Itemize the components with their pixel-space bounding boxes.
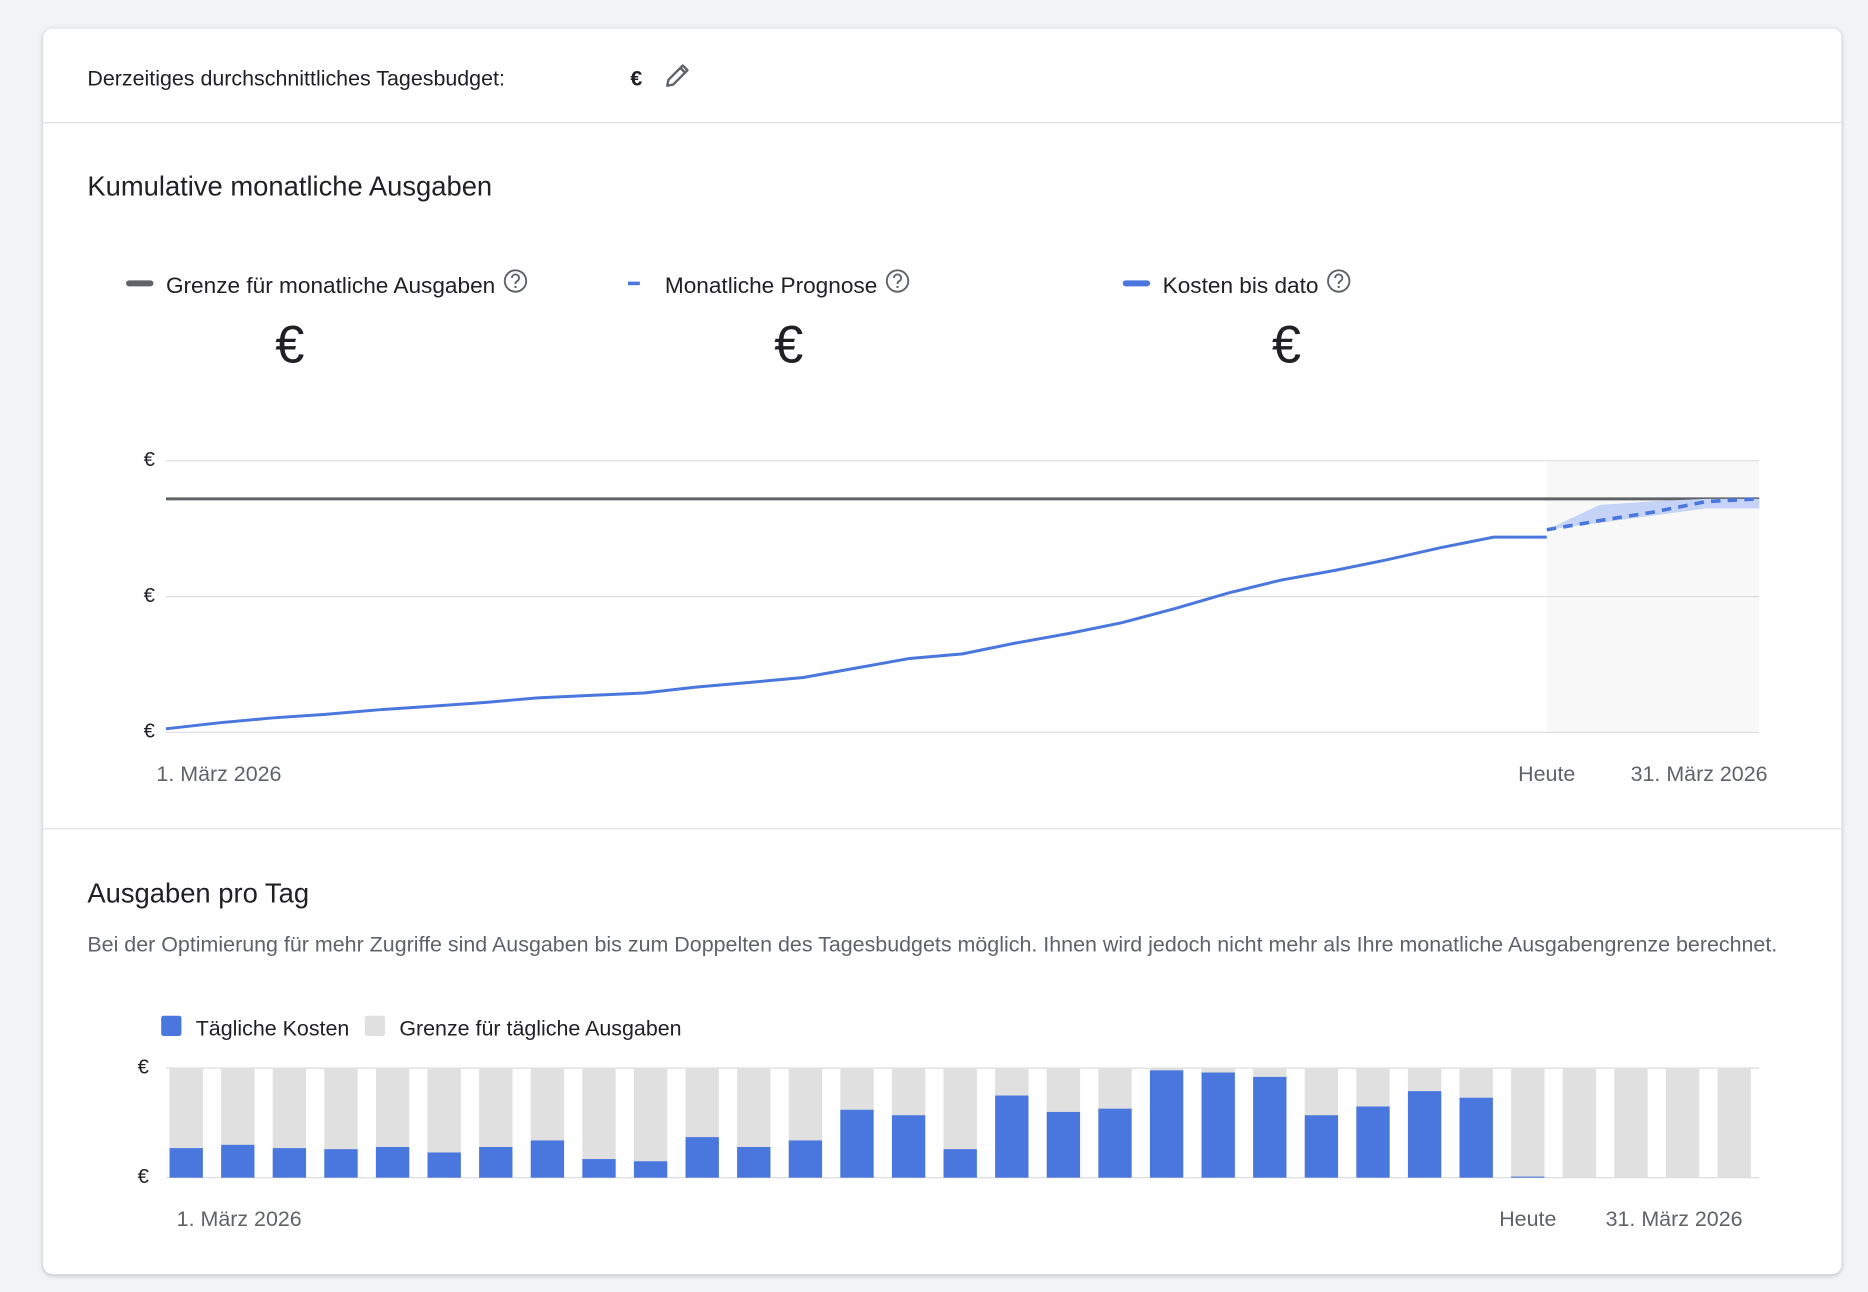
legend-total: €: [275, 317, 304, 375]
help-dot: [514, 285, 517, 289]
description-text: Bei der Optimierung für mehr Zugriffe si…: [87, 932, 1778, 957]
y-tick-label: €: [144, 449, 155, 471]
card: [43, 28, 1842, 1275]
legend-label: Tägliche Kosten: [196, 1017, 350, 1041]
help-icon[interactable]: [885, 269, 910, 293]
y-tick-label: €: [138, 1056, 149, 1078]
bar: [1717, 1068, 1751, 1178]
bar: [1201, 1072, 1235, 1178]
help-circle: [503, 269, 528, 293]
help-dot: [1337, 285, 1340, 289]
x-tick-label: 1. März 2026: [177, 1207, 302, 1231]
x-tick-label: Heute: [1518, 762, 1575, 786]
help-icon[interactable]: [503, 269, 528, 293]
bar: [1046, 1111, 1081, 1178]
legend-swatch: [161, 1015, 182, 1036]
bar: [840, 1109, 874, 1178]
series-line: [1546, 497, 1760, 532]
bar: [1511, 1068, 1545, 1178]
x-tick-label: 31. März 2026: [1606, 1207, 1743, 1231]
legend-label: Grenze für tägliche Ausgaben: [399, 1017, 681, 1041]
y-tick-label: €: [138, 1166, 149, 1188]
legend-swatch: [364, 1015, 386, 1036]
help-dot: [896, 285, 899, 289]
bar: [375, 1147, 410, 1178]
bar: [685, 1137, 719, 1178]
y-tick-label: €: [144, 585, 155, 607]
legend-total: €: [774, 317, 803, 375]
x-tick-label: 31. März 2026: [1631, 762, 1768, 786]
help-circle: [1327, 269, 1351, 293]
bar: [324, 1149, 358, 1178]
x-tick-label: Heute: [1499, 1207, 1556, 1231]
bar: [272, 1148, 307, 1178]
bar: [1665, 1068, 1700, 1178]
help-mark: [1334, 273, 1344, 285]
bar: [427, 1152, 461, 1178]
bar: [221, 1144, 255, 1178]
edit-icon[interactable]: [666, 64, 689, 87]
section-title: Ausgaben pro Tag: [87, 878, 309, 909]
bar: [1304, 1115, 1339, 1178]
y-tick-label: €: [144, 721, 155, 743]
budget-value: €: [630, 66, 642, 90]
help-circle: [885, 269, 910, 293]
bar: [995, 1095, 1029, 1178]
help-mark: [510, 273, 520, 285]
budget-label: Derzeitiges durchschnittliches Tagesbudg…: [87, 66, 505, 90]
x-tick-label: 1. März 2026: [156, 762, 281, 786]
bar: [1562, 1068, 1597, 1178]
bar: [582, 1159, 616, 1178]
bar: [1098, 1108, 1132, 1178]
bar: [633, 1161, 668, 1178]
bar: [1253, 1076, 1287, 1178]
description: Bei der Optimierung für mehr Zugriffe si…: [87, 932, 1778, 957]
legend-total: €: [1272, 317, 1301, 375]
bar: [1614, 1068, 1648, 1178]
bar: [943, 1149, 977, 1178]
bar: [1356, 1106, 1390, 1178]
section-title: Kumulative monatliche Ausgaben: [87, 170, 492, 201]
bar: [169, 1148, 203, 1178]
bar: [479, 1147, 513, 1178]
help-icon[interactable]: [1327, 269, 1351, 293]
bar: [1459, 1097, 1493, 1178]
help-mark: [893, 273, 903, 285]
bar: [737, 1147, 771, 1178]
bar: [1407, 1091, 1442, 1178]
bar: [1149, 1070, 1184, 1178]
bar: [530, 1140, 565, 1178]
bar: [891, 1115, 926, 1178]
legend-label: Kosten bis dato: [1163, 273, 1319, 298]
bar: [1511, 1176, 1545, 1178]
series-line: [165, 535, 1547, 731]
bar: [633, 1068, 668, 1178]
legend-label: Monatliche Prognose: [665, 273, 877, 298]
bar: [788, 1140, 823, 1178]
pencil[interactable]: [666, 64, 689, 87]
legend-label: Grenze für monatliche Ausgaben: [166, 273, 495, 298]
